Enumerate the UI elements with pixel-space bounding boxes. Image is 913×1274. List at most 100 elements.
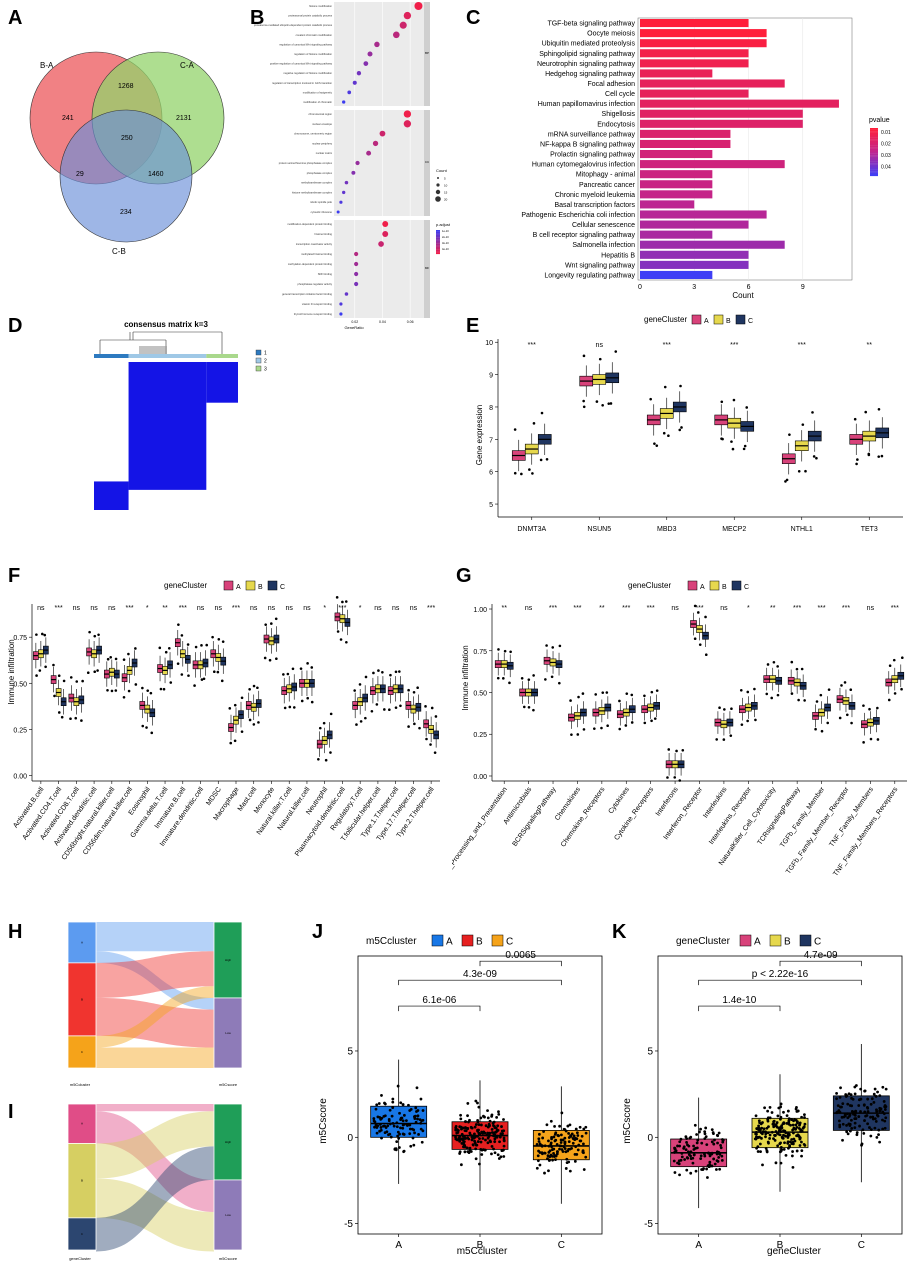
y-tick-label: -5 xyxy=(644,1219,653,1230)
box-outlier xyxy=(678,779,682,782)
jitter-point xyxy=(464,1126,468,1130)
kegg-legend-swatch xyxy=(870,158,878,161)
box-outlier xyxy=(122,658,126,661)
jitter-point xyxy=(692,1148,696,1151)
x-tick-label: TET3 xyxy=(861,526,878,533)
sig-label: *** xyxy=(549,605,557,612)
jitter-point xyxy=(792,1126,796,1130)
jitter-point xyxy=(774,1133,777,1137)
go-legend-p-swatch xyxy=(436,252,440,255)
box-outlier xyxy=(811,411,814,414)
kegg-category-label: Chronic myeloid leukemia xyxy=(555,192,635,199)
jitter-point xyxy=(471,1143,475,1147)
jitter-point xyxy=(493,1137,497,1141)
jitter-point xyxy=(768,1105,772,1109)
kegg-legend-tick: 0.04 xyxy=(881,165,891,171)
panel-label-d: D xyxy=(8,315,23,337)
jitter-point xyxy=(883,1126,887,1130)
legend-label: A xyxy=(704,318,709,325)
jitter-point xyxy=(560,1111,564,1115)
box-outlier xyxy=(217,637,221,641)
jitter-point xyxy=(758,1142,762,1146)
box-outlier xyxy=(110,689,114,693)
venn-count-ab: 1268 xyxy=(118,83,134,90)
box-outlier xyxy=(600,726,603,730)
jitter-point xyxy=(466,1102,470,1105)
legend-label: B xyxy=(476,937,483,948)
box-outlier xyxy=(93,634,97,638)
jitter-point xyxy=(581,1150,585,1153)
kegg-legend-swatch xyxy=(870,147,878,149)
go-term-label: proteasome-mediated ubiquitin-dependent … xyxy=(254,23,333,27)
jitter-point xyxy=(559,1138,563,1142)
box-outlier xyxy=(317,758,320,761)
kegg-legend-swatch xyxy=(870,132,878,135)
jitter-point xyxy=(779,1149,783,1153)
jitter-point xyxy=(854,1117,858,1120)
go-legend: Count p.adjust 5 10 15 20 1e-10 2e-10 3e-10 4e-… xyxy=(435,168,451,255)
jitter-point xyxy=(708,1165,711,1168)
jitter-point xyxy=(395,1125,399,1129)
go-legend-p-swatch xyxy=(436,230,440,232)
jitter-point xyxy=(494,1126,498,1130)
box-outlier xyxy=(212,670,216,674)
jitter-point xyxy=(399,1126,402,1130)
x-tick-label: C xyxy=(858,1240,865,1251)
jitter-point xyxy=(543,1151,547,1155)
jitter-point xyxy=(855,1133,859,1137)
consensus-legend-label: 2 xyxy=(264,359,267,365)
box-outlier xyxy=(653,717,657,720)
box-outlier xyxy=(678,428,682,432)
go-term-label: regulation of canonical Wnt signaling pa… xyxy=(279,42,332,46)
jitter-point xyxy=(766,1109,770,1113)
box-outlier xyxy=(667,434,670,438)
sankey-left-node xyxy=(67,962,97,1037)
jitter-point xyxy=(854,1084,858,1087)
box-outlier xyxy=(141,724,145,728)
box-outlier xyxy=(35,633,38,636)
box-outlier xyxy=(372,671,375,675)
box-outlier xyxy=(398,670,401,673)
y-tick-label: -5 xyxy=(344,1219,353,1230)
jitter-point xyxy=(866,1110,870,1113)
box-outlier xyxy=(256,686,259,690)
jitter-point xyxy=(848,1104,852,1107)
box-outlier xyxy=(901,656,904,660)
box-outlier xyxy=(300,699,304,703)
jitter-point xyxy=(798,1122,802,1126)
jitter-point xyxy=(379,1122,382,1126)
jitter-point xyxy=(558,1147,561,1151)
j-legend-title: m5Ccluster xyxy=(366,936,417,947)
jitter-point xyxy=(764,1130,767,1134)
jitter-point xyxy=(543,1171,546,1175)
panel-label-j: J xyxy=(312,921,324,943)
box-outlier xyxy=(109,655,113,659)
go-term-label: methyltransferase complex xyxy=(301,181,333,185)
box-outlier xyxy=(838,716,842,720)
go-legend-p-swatch xyxy=(436,231,440,233)
significance-label: p < 2.22e-16 xyxy=(752,969,809,980)
box-outlier xyxy=(252,684,256,688)
jitter-point xyxy=(854,1109,858,1113)
x-tick-label: Activated.B.cell xyxy=(12,786,45,830)
jitter-point xyxy=(881,1118,884,1122)
box-outlier xyxy=(663,385,667,389)
y-tick-label: 0.00 xyxy=(13,773,27,780)
sankey-right-node-label: Low xyxy=(225,1031,231,1035)
jitter-point xyxy=(860,1143,863,1147)
jitter-point xyxy=(582,1142,585,1146)
jitter-point xyxy=(483,1131,487,1135)
venn-count-c-b: 234 xyxy=(120,209,132,216)
kegg-legend-swatch xyxy=(870,139,878,141)
jitter-point xyxy=(718,1167,722,1171)
jitter-point xyxy=(712,1142,716,1146)
box-outlier xyxy=(364,716,367,720)
sig-label: *** xyxy=(730,342,738,349)
box-outlier xyxy=(41,632,44,636)
jitter-point xyxy=(707,1151,710,1155)
sankey-flow xyxy=(96,1111,214,1179)
kegg-xtick: 6 xyxy=(747,284,751,291)
jitter-point xyxy=(542,1130,545,1133)
legend-swatch xyxy=(709,580,720,591)
go-dot xyxy=(378,241,384,247)
